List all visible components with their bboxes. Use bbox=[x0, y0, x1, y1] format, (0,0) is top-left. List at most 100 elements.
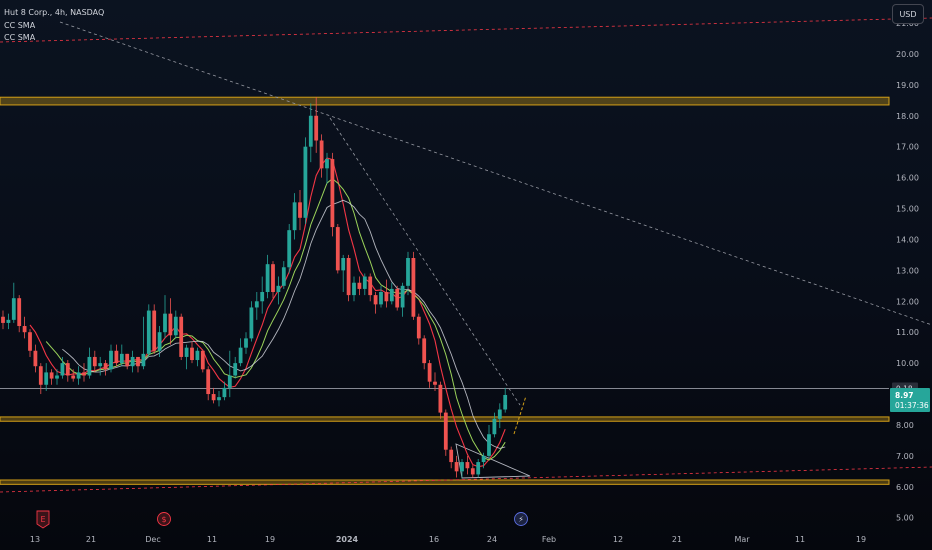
indicator-sma-2[interactable]: CC SMA bbox=[4, 33, 36, 42]
dividend-marker-icon: $ bbox=[157, 512, 171, 526]
event-markers[interactable]: E $ ⚡ bbox=[36, 510, 528, 529]
candle bbox=[6, 313, 11, 330]
time-tick-label: 16 bbox=[429, 535, 439, 544]
price-axis[interactable]: 21.0020.0019.0018.0017.0016.0015.0014.00… bbox=[890, 19, 930, 523]
candle-body bbox=[454, 462, 459, 472]
candle-body bbox=[379, 292, 383, 305]
candle bbox=[103, 360, 108, 376]
candle bbox=[470, 465, 475, 478]
marker-circle bbox=[157, 512, 171, 526]
candle-body bbox=[211, 394, 216, 401]
candles bbox=[1, 97, 508, 478]
candle-body bbox=[503, 394, 508, 410]
candle-body bbox=[92, 356, 97, 367]
candle-body bbox=[330, 159, 335, 228]
time-tick-label: 24 bbox=[487, 535, 497, 544]
candle-body bbox=[476, 462, 481, 475]
candle-body bbox=[98, 363, 103, 367]
candle-body bbox=[103, 363, 108, 370]
candle bbox=[238, 338, 243, 367]
candle bbox=[352, 276, 356, 302]
gray-trendline-long bbox=[59, 21, 932, 326]
candle bbox=[92, 350, 97, 373]
candle bbox=[503, 387, 508, 413]
candle bbox=[303, 137, 308, 224]
indicator-sma-1[interactable]: CC SMA bbox=[4, 20, 36, 30]
candle bbox=[362, 273, 367, 296]
candle bbox=[346, 254, 351, 302]
candle bbox=[227, 350, 232, 398]
price-tick-label: 11.00 bbox=[896, 328, 919, 337]
candle-body bbox=[244, 338, 248, 348]
candle bbox=[114, 344, 119, 367]
candle-body bbox=[389, 288, 394, 302]
candle bbox=[395, 285, 400, 311]
candle-body bbox=[303, 146, 308, 218]
candle-body bbox=[76, 372, 81, 379]
current-price-label: 8.97 bbox=[895, 391, 914, 400]
candle-body bbox=[271, 264, 275, 293]
falling-wedge-triangle bbox=[455, 443, 531, 479]
candle bbox=[416, 313, 421, 345]
price-tick-label: 18.00 bbox=[896, 112, 919, 121]
candle bbox=[233, 356, 238, 379]
candle-body bbox=[130, 356, 135, 367]
candle-body bbox=[33, 350, 38, 367]
candle-body bbox=[460, 462, 464, 472]
candle-body bbox=[146, 310, 151, 354]
candle bbox=[109, 344, 113, 373]
candle-body bbox=[411, 257, 416, 317]
candle-body bbox=[233, 363, 238, 376]
candle bbox=[184, 344, 189, 370]
price-tick-label: 8.00 bbox=[896, 421, 914, 430]
candle-body bbox=[173, 316, 178, 336]
candle-body bbox=[406, 257, 410, 286]
time-axis[interactable]: 13 21 Dec 11 19 2024 16 24 Feb 12 21 Mar 11 19 bbox=[30, 535, 866, 544]
support-resistance-zone bbox=[0, 479, 890, 485]
candle bbox=[55, 369, 59, 385]
time-tick-label: Dec bbox=[145, 535, 160, 544]
candle-body bbox=[352, 282, 356, 296]
event-marker-label: ⚡ bbox=[518, 515, 524, 524]
candle bbox=[190, 341, 194, 364]
candle-body bbox=[17, 298, 22, 327]
candle bbox=[82, 363, 86, 382]
price-tick-label: 19.00 bbox=[896, 81, 919, 90]
price-tick-label: 20.00 bbox=[896, 50, 919, 59]
candle-body bbox=[190, 347, 194, 361]
candle-body bbox=[109, 350, 113, 370]
candle-body bbox=[28, 332, 32, 351]
candle-body bbox=[308, 115, 313, 147]
earnings-marker-icon: E bbox=[36, 510, 50, 529]
candle bbox=[254, 292, 259, 320]
candle bbox=[11, 282, 16, 323]
candle bbox=[357, 276, 362, 296]
candle-body bbox=[368, 276, 373, 296]
candle bbox=[87, 347, 92, 379]
red-trendline-bottom bbox=[0, 466, 932, 493]
currency-button[interactable]: USD bbox=[892, 4, 924, 24]
candle bbox=[141, 316, 146, 370]
candle-body bbox=[487, 434, 491, 456]
price-tick-label: 7.00 bbox=[896, 452, 914, 461]
candle bbox=[314, 97, 319, 153]
candle bbox=[341, 254, 346, 293]
candle-body bbox=[157, 332, 162, 351]
candle-body bbox=[438, 384, 443, 413]
candle bbox=[163, 295, 167, 339]
split-marker-icon: ⚡ bbox=[514, 512, 528, 526]
candle bbox=[33, 344, 38, 373]
red-trendline-top bbox=[0, 17, 932, 43]
candle-body bbox=[287, 230, 292, 268]
time-tick-label: 21 bbox=[672, 535, 682, 544]
candle-body bbox=[82, 372, 86, 376]
candle bbox=[60, 356, 65, 379]
candle-body bbox=[206, 369, 211, 395]
time-tick-label: 12 bbox=[613, 535, 623, 544]
symbol-title[interactable]: Hut 8 Corp., 4h, NASDAQ bbox=[4, 8, 105, 17]
candle-body bbox=[298, 202, 302, 218]
time-tick-label: 11 bbox=[795, 535, 805, 544]
candle bbox=[146, 304, 151, 357]
